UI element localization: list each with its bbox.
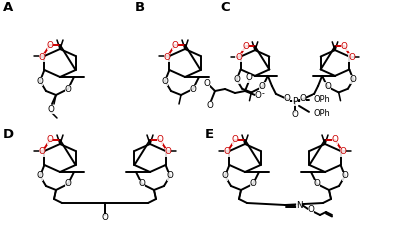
Text: O: O — [172, 40, 178, 50]
Text: O: O — [36, 172, 44, 181]
Text: O: O — [224, 148, 230, 156]
Text: O: O — [64, 85, 72, 93]
Text: O: O — [284, 94, 290, 103]
Text: O: O — [190, 85, 196, 93]
Text: O: O — [341, 42, 348, 51]
Text: O: O — [246, 73, 252, 83]
Text: O: O — [308, 206, 314, 215]
Text: O: O — [156, 135, 164, 145]
Text: O: O — [350, 75, 357, 84]
Text: O: O — [164, 148, 172, 156]
Text: O: O — [206, 100, 214, 110]
Text: O: O — [64, 180, 72, 188]
Text: N: N — [296, 200, 302, 210]
Text: O: O — [300, 94, 306, 103]
Text: O: O — [46, 40, 54, 50]
Text: O: O — [259, 82, 266, 92]
Text: O: O — [292, 110, 298, 119]
Text: O: O — [164, 53, 170, 62]
Text: O: O — [254, 92, 262, 100]
Text: C: C — [220, 1, 230, 14]
Text: OPh: OPh — [313, 95, 330, 104]
Text: O: O — [340, 148, 346, 156]
Text: OPh: OPh — [313, 109, 330, 118]
Text: O: O — [348, 53, 355, 62]
Text: O: O — [204, 79, 210, 88]
Text: O: O — [222, 172, 228, 181]
Text: -: - — [262, 90, 265, 98]
Text: B: B — [135, 1, 145, 14]
Text: D: D — [3, 128, 14, 141]
Text: E: E — [205, 128, 214, 141]
Text: O: O — [102, 214, 108, 222]
Text: O: O — [38, 53, 46, 62]
Text: O: O — [38, 148, 46, 156]
Text: O: O — [48, 104, 54, 114]
Text: O: O — [138, 180, 146, 188]
Text: O: O — [314, 180, 320, 188]
Text: O: O — [235, 53, 242, 62]
Text: O: O — [250, 180, 256, 188]
Text: A: A — [3, 1, 13, 14]
Text: O: O — [233, 75, 240, 84]
Text: O: O — [232, 135, 238, 145]
Text: O: O — [324, 82, 331, 92]
Text: O: O — [36, 76, 44, 86]
Text: O: O — [46, 135, 54, 145]
Text: O: O — [342, 172, 348, 181]
Text: O: O — [166, 172, 174, 181]
Text: P: P — [292, 97, 298, 106]
Text: O: O — [242, 42, 249, 51]
Text: O: O — [332, 135, 338, 145]
Text: O: O — [162, 76, 168, 86]
